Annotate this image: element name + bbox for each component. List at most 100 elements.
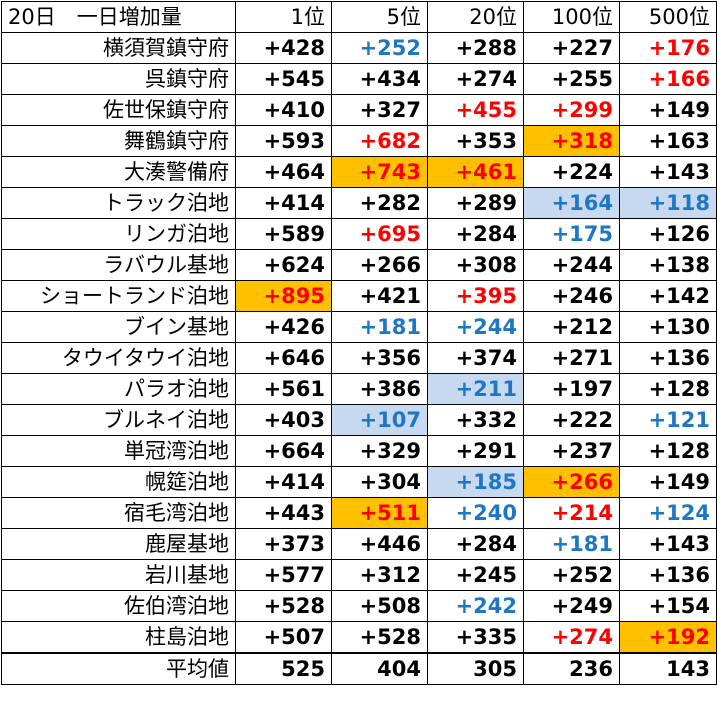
- increase-value: +143: [619, 528, 717, 560]
- increase-value: +335: [427, 621, 524, 654]
- increase-value: +464: [235, 156, 332, 188]
- server-name: 鹿屋基地: [1, 528, 236, 560]
- increase-value: +403: [235, 404, 332, 436]
- server-name: 横須賀鎮守府: [1, 32, 236, 64]
- rank-header: 1位: [235, 1, 332, 33]
- increase-value: +545: [235, 63, 332, 95]
- average-value: 305: [427, 652, 524, 685]
- increase-value: +589: [235, 218, 332, 250]
- server-name: 舞鶴鎮守府: [1, 125, 236, 157]
- ranking-increase-table: 20日 一日増加量 1位 5位 20位 100位 500位 横須賀鎮守府 +428…: [1, 1, 717, 685]
- table-body: 横須賀鎮守府 +428 +252 +288 +227 +176 呉鎮守府 +545 +434 +2…: [1, 32, 717, 654]
- increase-value: +443: [235, 497, 332, 529]
- increase-value: +282: [331, 187, 428, 219]
- table-row: 大湊警備府 +464 +743 +461 +224 +143: [1, 156, 717, 188]
- increase-value: +154: [619, 590, 717, 622]
- increase-value: +455: [427, 94, 524, 126]
- increase-value: +446: [331, 528, 428, 560]
- table-row: リンガ泊地 +589 +695 +284 +175 +126: [1, 218, 717, 250]
- increase-value: +426: [235, 311, 332, 343]
- table-row: パラオ泊地 +561 +386 +211 +197 +128: [1, 373, 717, 405]
- increase-value: +222: [523, 404, 620, 436]
- increase-value: +386: [331, 373, 428, 405]
- increase-value: +428: [235, 32, 332, 64]
- increase-value: +118: [619, 187, 717, 219]
- increase-value: +136: [619, 342, 717, 374]
- increase-value: +166: [619, 63, 717, 95]
- table-row: ブイン基地 +426 +181 +244 +212 +130: [1, 311, 717, 343]
- table-row: 幌筵泊地 +414 +304 +185 +266 +149: [1, 466, 717, 498]
- increase-value: +312: [331, 559, 428, 591]
- increase-value: +289: [427, 187, 524, 219]
- increase-value: +181: [523, 528, 620, 560]
- increase-value: +304: [331, 466, 428, 498]
- increase-value: +246: [523, 280, 620, 312]
- increase-value: +252: [331, 32, 428, 64]
- server-name: 佐世保鎮守府: [1, 94, 236, 126]
- server-name: 大湊警備府: [1, 156, 236, 188]
- increase-value: +410: [235, 94, 332, 126]
- server-name: ブルネイ泊地: [1, 404, 236, 436]
- increase-value: +224: [523, 156, 620, 188]
- server-name: 呉鎮守府: [1, 63, 236, 95]
- table-row: 呉鎮守府 +545 +434 +274 +255 +166: [1, 63, 717, 95]
- increase-value: +142: [619, 280, 717, 312]
- increase-value: +284: [427, 528, 524, 560]
- table-row: ラバウル基地 +624 +266 +308 +244 +138: [1, 249, 717, 281]
- increase-value: +121: [619, 404, 717, 436]
- increase-value: +356: [331, 342, 428, 374]
- increase-value: +695: [331, 218, 428, 250]
- increase-value: +395: [427, 280, 524, 312]
- increase-value: +421: [331, 280, 428, 312]
- table-row: 岩川基地 +577 +312 +245 +252 +136: [1, 559, 717, 591]
- table-row: 横須賀鎮守府 +428 +252 +288 +227 +176: [1, 32, 717, 64]
- table-row: トラック泊地 +414 +282 +289 +164 +118: [1, 187, 717, 219]
- increase-value: +624: [235, 249, 332, 281]
- increase-value: +237: [523, 435, 620, 467]
- average-value: 143: [619, 652, 717, 685]
- increase-value: +128: [619, 435, 717, 467]
- increase-value: +136: [619, 559, 717, 591]
- header-row: 20日 一日増加量 1位 5位 20位 100位 500位: [1, 1, 717, 33]
- rank-header: 500位: [619, 1, 717, 33]
- server-name: 単冠湾泊地: [1, 435, 236, 467]
- rank-header: 5位: [331, 1, 428, 33]
- increase-value: +288: [427, 32, 524, 64]
- increase-value: +163: [619, 125, 717, 157]
- server-name: 岩川基地: [1, 559, 236, 591]
- increase-value: +461: [427, 156, 524, 188]
- increase-value: +176: [619, 32, 717, 64]
- server-name: 佐伯湾泊地: [1, 590, 236, 622]
- table-row: ブルネイ泊地 +403 +107 +332 +222 +121: [1, 404, 717, 436]
- increase-value: +373: [235, 528, 332, 560]
- increase-value: +124: [619, 497, 717, 529]
- increase-value: +511: [331, 497, 428, 529]
- table-row: ショートランド泊地 +895 +421 +395 +246 +142: [1, 280, 717, 312]
- rank-header: 100位: [523, 1, 620, 33]
- increase-value: +211: [427, 373, 524, 405]
- increase-value: +252: [523, 559, 620, 591]
- increase-value: +255: [523, 63, 620, 95]
- server-name: トラック泊地: [1, 187, 236, 219]
- increase-value: +214: [523, 497, 620, 529]
- increase-value: +244: [427, 311, 524, 343]
- increase-value: +895: [235, 280, 332, 312]
- increase-value: +181: [331, 311, 428, 343]
- increase-value: +249: [523, 590, 620, 622]
- increase-value: +308: [427, 249, 524, 281]
- table-row: 柱島泊地 +507 +528 +335 +274 +192: [1, 621, 717, 654]
- increase-value: +743: [331, 156, 428, 188]
- server-name: タウイタウイ泊地: [1, 342, 236, 374]
- server-name: ショートランド泊地: [1, 280, 236, 312]
- rank-header: 20位: [427, 1, 524, 33]
- table-row: 佐世保鎮守府 +410 +327 +455 +299 +149: [1, 94, 717, 126]
- increase-value: +284: [427, 218, 524, 250]
- increase-value: +126: [619, 218, 717, 250]
- table-row: タウイタウイ泊地 +646 +356 +374 +271 +136: [1, 342, 717, 374]
- increase-value: +329: [331, 435, 428, 467]
- average-value: 236: [523, 652, 620, 685]
- server-name: パラオ泊地: [1, 373, 236, 405]
- increase-value: +353: [427, 125, 524, 157]
- increase-value: +528: [235, 590, 332, 622]
- increase-value: +185: [427, 466, 524, 498]
